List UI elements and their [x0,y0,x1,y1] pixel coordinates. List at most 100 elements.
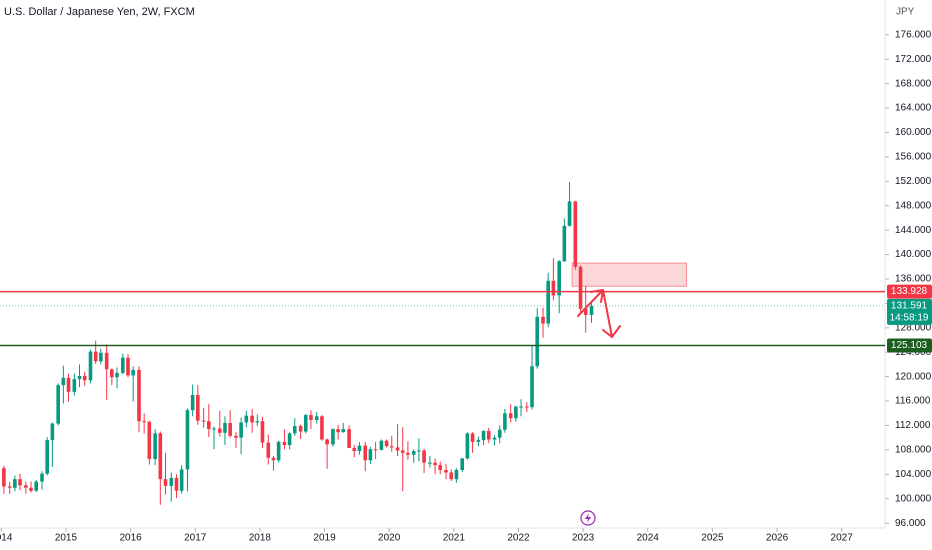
y-tick-label: 168.000 [895,78,932,89]
candle-body [535,316,540,367]
y-tick-label: 144.000 [895,225,932,236]
y-tick-label: 148.000 [895,200,932,211]
candle-body [24,485,28,488]
candle-body [179,469,184,491]
candle-body [368,449,373,461]
candle-body [250,415,254,423]
candle-body [331,429,335,445]
candle-body [470,433,475,442]
candle-body [303,415,308,432]
y-tick-label: 176.000 [895,29,932,40]
x-tick-label: 2016 [119,533,142,544]
x-tick-label: 2022 [507,533,530,544]
x-tick-label: 2023 [572,533,595,544]
candle-body [56,385,60,424]
candle-body [50,423,55,441]
arrow-down [602,289,613,338]
candle-body [104,352,109,370]
candle-body [379,440,384,450]
candle-body [314,416,319,420]
candle-body [336,429,340,433]
candle-body [18,479,22,486]
candle-body [223,423,227,433]
candle-body [163,479,168,486]
countdown-label: 14:58:19 [890,313,929,324]
candle-body [61,377,66,386]
candle-body [578,266,583,309]
candle-body [292,426,297,434]
candle-body [444,470,448,473]
candle-body [530,366,534,408]
current-price-box [887,298,932,325]
candle-body [481,430,486,441]
candle-body [228,423,232,436]
candle-body [525,406,529,408]
supply-zone [571,262,688,287]
candle-body [169,477,174,486]
level-label: 125.103 [891,340,928,351]
candle-body [82,376,87,381]
candle-body [438,465,443,471]
candle-body [34,481,39,491]
candle-body [352,448,357,452]
x-tick-label: 2026 [766,533,789,544]
x-tick-label: 2019 [313,533,336,544]
candle-body [266,442,271,458]
candle-body [567,201,572,226]
y-tick-label: 128.000 [895,322,932,333]
candle-body [99,352,103,362]
icon-bolt[interactable] [585,513,591,523]
x-tick-label: 2018 [249,533,272,544]
plot [2,181,688,505]
candle-body [460,458,465,471]
candle-body [147,421,152,460]
candle-body [260,421,265,443]
candle-body [287,433,292,445]
candle-body [93,351,98,362]
candle-body [320,416,324,440]
candle-body [503,413,507,430]
candle-body [519,406,523,408]
candle-body [72,379,77,392]
candle-body [497,429,502,438]
candle-body [207,421,211,430]
candle-body [406,452,410,455]
y-tick-label: 120.000 [895,371,932,382]
candle-body [562,225,567,262]
candle-body [126,357,130,376]
x-tick-label: 2024 [637,533,660,544]
candle-body [137,369,141,422]
candle-body [217,428,222,433]
candle-body [255,421,260,423]
replay-icon[interactable] [580,510,596,526]
y-tick-label: 100.000 [895,493,932,504]
candle-body [411,451,416,455]
candle-body [347,429,351,449]
y-tick-label: 140.000 [895,249,932,260]
chart-title: U.S. Dollar / Japanese Yen, 2W, FXCM [4,6,195,18]
candle-body [298,426,303,432]
current-price-label: 131.591 [891,301,928,312]
candle-body [557,261,561,296]
x-tick-label: 2021 [443,533,466,544]
candle-body [454,470,459,480]
candle-body [384,440,389,447]
candle-body [234,435,238,438]
y-tick-label: 172.000 [895,54,932,65]
candle-body [551,280,556,296]
candle-body [282,441,287,445]
candle-body [428,462,432,464]
candle-body [29,487,33,491]
y-tick-label: 136.000 [895,274,932,285]
arrow-up [577,289,604,317]
y-tick-label: 108.000 [895,445,932,456]
candle-body [212,428,216,430]
candle-body [239,422,243,438]
candle-body [196,394,200,421]
candle-body [276,441,281,461]
candle-body [357,445,362,452]
candle-body [2,468,6,487]
candle-body [66,377,71,392]
x-tick-label: 2017 [184,533,207,544]
